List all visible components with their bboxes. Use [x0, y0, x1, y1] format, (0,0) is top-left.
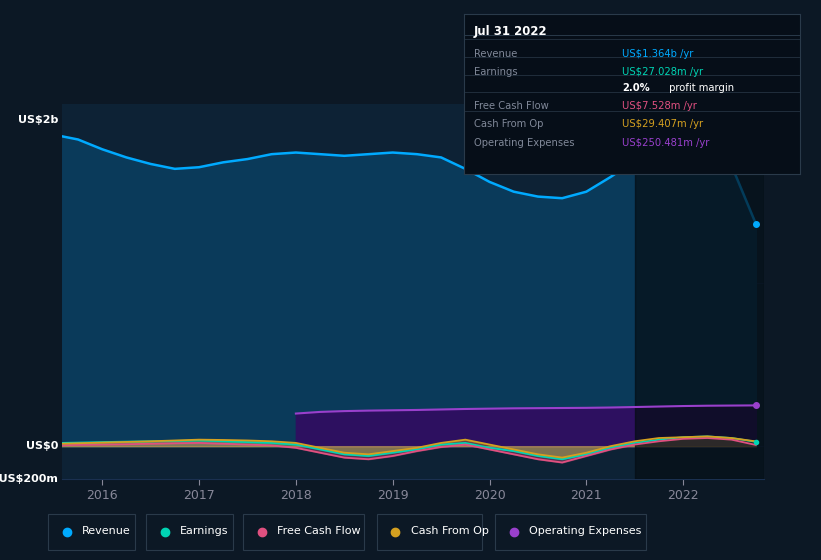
Text: Cash From Op: Cash From Op [410, 526, 488, 536]
Text: US$2b: US$2b [18, 115, 58, 125]
Bar [635, 104, 764, 479]
Text: US$250.481m /yr: US$250.481m /yr [622, 138, 709, 148]
Text: Jul 31 2022: Jul 31 2022 [474, 25, 548, 38]
Text: Revenue: Revenue [474, 49, 517, 59]
Text: -US$200m: -US$200m [0, 474, 58, 484]
Text: US$0: US$0 [25, 441, 58, 451]
Text: Earnings: Earnings [180, 526, 228, 536]
Text: 2.0%: 2.0% [622, 83, 650, 94]
Text: Operating Expenses: Operating Expenses [529, 526, 641, 536]
FancyBboxPatch shape [48, 514, 135, 550]
Text: Earnings: Earnings [474, 67, 517, 77]
Text: Free Cash Flow: Free Cash Flow [474, 101, 548, 111]
FancyBboxPatch shape [377, 514, 482, 550]
Text: Revenue: Revenue [82, 526, 131, 536]
Text: Free Cash Flow: Free Cash Flow [277, 526, 360, 536]
Text: Cash From Op: Cash From Op [474, 119, 544, 129]
Text: US$1.364b /yr: US$1.364b /yr [622, 49, 694, 59]
Text: Operating Expenses: Operating Expenses [474, 138, 575, 148]
FancyBboxPatch shape [146, 514, 233, 550]
Text: US$29.407m /yr: US$29.407m /yr [622, 119, 704, 129]
Text: US$27.028m /yr: US$27.028m /yr [622, 67, 704, 77]
FancyBboxPatch shape [495, 514, 646, 550]
Text: US$7.528m /yr: US$7.528m /yr [622, 101, 697, 111]
FancyBboxPatch shape [243, 514, 364, 550]
Text: profit margin: profit margin [666, 83, 734, 94]
